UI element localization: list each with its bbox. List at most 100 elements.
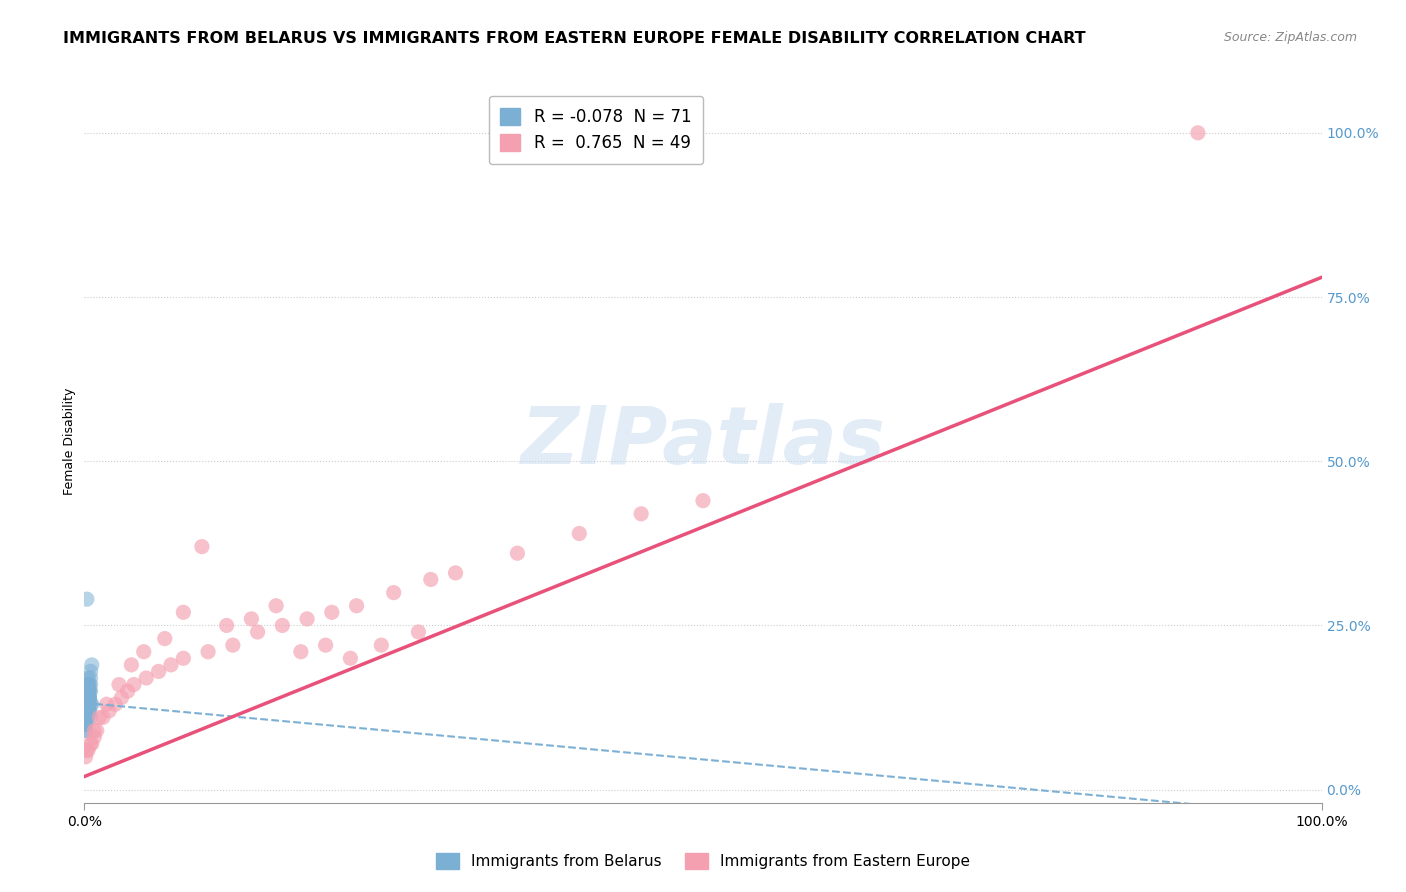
Point: [76, 698, 98, 712]
Point: [215, 618, 238, 632]
Point: [692, 493, 714, 508]
Point: [79, 704, 101, 718]
Point: [75, 717, 97, 731]
Point: [77, 684, 100, 698]
Point: [77, 698, 100, 712]
Point: [104, 698, 127, 712]
Point: [315, 638, 337, 652]
Point: [75, 710, 97, 724]
Point: [76, 684, 98, 698]
Point: [76, 710, 98, 724]
Point: [79, 665, 101, 679]
Point: [76, 710, 98, 724]
Point: [75, 717, 97, 731]
Point: [108, 677, 131, 691]
Point: [76, 690, 98, 705]
Point: [419, 573, 441, 587]
Point: [76, 704, 98, 718]
Point: [76, 743, 98, 757]
Point: [86, 723, 108, 738]
Point: [75, 723, 97, 738]
Point: [76, 677, 98, 691]
Point: [79, 671, 101, 685]
Point: [295, 612, 318, 626]
Point: [91, 710, 114, 724]
Point: [79, 737, 101, 751]
Point: [76, 690, 98, 705]
Point: [75, 704, 97, 718]
Point: [79, 698, 101, 712]
Point: [76, 698, 98, 712]
Point: [408, 625, 430, 640]
Point: [76, 690, 98, 705]
Point: [76, 698, 98, 712]
Point: [76, 710, 98, 724]
Point: [77, 698, 100, 712]
Point: [339, 651, 361, 665]
Point: [89, 710, 111, 724]
Point: [246, 625, 269, 640]
Point: [172, 651, 194, 665]
Text: ZIPatlas: ZIPatlas: [520, 402, 886, 481]
Point: [79, 677, 101, 691]
Point: [76, 698, 98, 712]
Point: [75, 717, 97, 731]
Point: [122, 677, 145, 691]
Point: [77, 704, 100, 718]
Point: [132, 645, 155, 659]
Point: [77, 677, 100, 691]
Point: [191, 540, 214, 554]
Point: [271, 618, 294, 632]
Point: [346, 599, 368, 613]
Point: [77, 690, 100, 705]
Point: [76, 698, 98, 712]
Point: [77, 684, 100, 698]
Point: [197, 645, 219, 659]
Point: [79, 690, 101, 705]
Text: IMMIGRANTS FROM BELARUS VS IMMIGRANTS FROM EASTERN EUROPE FEMALE DISABILITY CORR: IMMIGRANTS FROM BELARUS VS IMMIGRANTS FR…: [63, 31, 1085, 46]
Point: [110, 690, 132, 705]
Point: [506, 546, 529, 560]
Point: [83, 730, 105, 744]
Point: [264, 599, 287, 613]
Y-axis label: Female Disability: Female Disability: [63, 388, 76, 495]
Point: [76, 704, 98, 718]
Point: [76, 684, 98, 698]
Point: [77, 704, 100, 718]
Point: [240, 612, 263, 626]
Point: [79, 684, 101, 698]
Point: [79, 690, 101, 705]
Point: [79, 690, 101, 705]
Point: [96, 698, 118, 712]
Point: [79, 698, 101, 712]
Point: [76, 690, 98, 705]
Point: [79, 710, 101, 724]
Point: [630, 507, 652, 521]
Point: [382, 585, 405, 599]
Point: [76, 690, 98, 705]
Point: [117, 684, 139, 698]
Point: [77, 704, 100, 718]
Point: [160, 657, 183, 672]
Point: [77, 684, 100, 698]
Point: [76, 698, 98, 712]
Point: [76, 698, 98, 712]
Point: [77, 671, 100, 685]
Point: [120, 657, 142, 672]
Point: [77, 698, 100, 712]
Legend: Immigrants from Belarus, Immigrants from Eastern Europe: Immigrants from Belarus, Immigrants from…: [430, 847, 976, 875]
Point: [370, 638, 392, 652]
Point: [83, 723, 105, 738]
Point: [77, 743, 100, 757]
Point: [75, 717, 97, 731]
Point: [148, 665, 170, 679]
Point: [76, 704, 98, 718]
Point: [76, 698, 98, 712]
Point: [98, 704, 121, 718]
Point: [79, 684, 101, 698]
Point: [77, 684, 100, 698]
Point: [79, 677, 101, 691]
Text: Source: ZipAtlas.com: Source: ZipAtlas.com: [1223, 31, 1357, 45]
Point: [135, 671, 157, 685]
Point: [222, 638, 245, 652]
